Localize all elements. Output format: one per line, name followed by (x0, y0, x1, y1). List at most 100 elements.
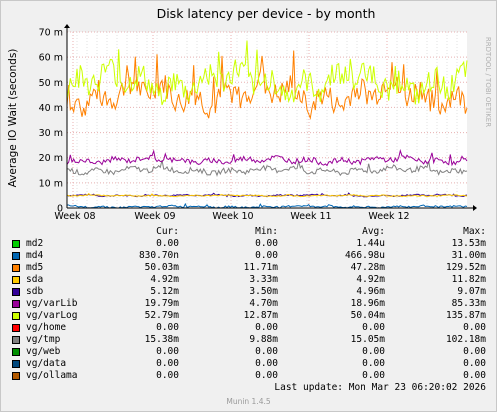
series-line-vg-tmp (66, 160, 468, 177)
legend-swatch (12, 288, 20, 296)
x-tick-label: Week 08 (54, 211, 95, 222)
legend-label: vg/varLog (26, 310, 78, 321)
legend-swatch (12, 372, 20, 380)
legend-label: vg/varLib (26, 298, 78, 309)
col-avg: Avg: (362, 226, 385, 237)
y-tick-label: 70 m (39, 28, 63, 39)
legend-min-value: 12.87m (243, 310, 278, 321)
legend-max-value: 0.00 (463, 322, 486, 333)
legend-row: md2 0.00 0.00 1.44u 13.53m (0, 238, 497, 250)
legend-cur-value: 5.12m (150, 286, 179, 297)
x-axis-arrow (473, 205, 477, 211)
col-max: Max: (463, 226, 486, 237)
legend-swatch (12, 336, 20, 344)
legend-row: vg/varLib 19.79m 4.70m 18.96m 85.33m (0, 298, 497, 310)
legend-min-value: 0.00 (255, 322, 278, 333)
legend-label: md5 (26, 262, 44, 273)
series-line-vg-varLib (66, 148, 468, 167)
legend-row: md4 830.70n 0.00 466.98u 31.00m (0, 250, 497, 262)
legend-swatch (12, 240, 20, 248)
x-tick-labels: Week 08 Week 09 Week 10 Week 11 Week 12 (54, 211, 409, 222)
legend-avg-value: 466.98u (344, 250, 385, 261)
axes (64, 24, 477, 211)
legend-min-value: 0.00 (255, 358, 278, 369)
legend-swatch (12, 324, 20, 332)
rrdtool-credit: RRDTOOL / TOBI OETIKER (484, 37, 492, 127)
legend-avg-value: 50.04m (350, 310, 385, 321)
munin-version: Munin 1.4.5 (226, 397, 271, 406)
legend-min-value: 4.70m (249, 298, 278, 309)
legend-avg-value: 15.05m (350, 334, 385, 345)
y-tick-label: 50 m (39, 78, 63, 89)
col-cur: Cur: (156, 226, 179, 237)
legend-swatch (12, 348, 20, 356)
legend-cur-value: 52.79m (144, 310, 179, 321)
legend-min-value: 0.00 (255, 370, 278, 381)
legend-max-value: 13.53m (451, 238, 486, 249)
legend-avg-value: 0.00 (362, 346, 385, 357)
y-tick-label: 0 (57, 204, 63, 215)
legend-max-value: 85.33m (451, 298, 486, 309)
legend-swatch (12, 252, 20, 260)
legend-max-value: 102.18m (445, 334, 486, 345)
legend-min-value: 0.00 (255, 250, 278, 261)
legend-label: md4 (26, 250, 44, 261)
legend-avg-value: 18.96m (350, 298, 385, 309)
legend-label: sda (26, 274, 44, 285)
legend-swatch (12, 360, 20, 368)
last-update: Last update: Mon Mar 23 06:20:02 2026 (274, 382, 486, 393)
y-tick-label: 60 m (39, 53, 63, 64)
legend-max-value: 11.82m (451, 274, 486, 285)
series-lines (66, 40, 468, 209)
y-tick-label: 20 m (39, 153, 63, 164)
legend-label: vg/tmp (26, 334, 61, 345)
legend-row: vg/tmp 15.38m 9.88m 15.05m 102.18m (0, 334, 497, 346)
series-line-md4 (67, 202, 468, 209)
x-tick-label: Week 12 (368, 211, 409, 222)
y-tick-label: 10 m (39, 178, 63, 189)
legend-label: vg/ollama (26, 370, 78, 381)
y-tick-label: 40 m (39, 103, 63, 114)
legend-avg-value: 4.92m (356, 274, 385, 285)
legend-label: vg/data (26, 358, 67, 369)
legend-swatch (12, 300, 20, 308)
legend-row: vg/ollama 0.00 0.00 0.00 0.00 (0, 370, 497, 382)
legend-row: vg/data 0.00 0.00 0.00 0.00 (0, 358, 497, 370)
legend-min-value: 11.71m (243, 262, 278, 273)
legend-row: sda 4.92m 3.33m 4.92m 11.82m (0, 274, 497, 286)
legend-cur-value: 50.03m (144, 262, 179, 273)
legend-avg-value: 0.00 (362, 370, 385, 381)
legend-min-value: 3.33m (249, 274, 278, 285)
legend-cur-value: 4.92m (150, 274, 179, 285)
legend-max-value: 0.00 (463, 370, 486, 381)
legend-row: vg/web 0.00 0.00 0.00 0.00 (0, 346, 497, 358)
legend-swatch (12, 264, 20, 272)
legend-cur-value: 15.38m (144, 334, 179, 345)
y-tick-label: 30 m (39, 128, 63, 139)
legend-min-value: 0.00 (255, 346, 278, 357)
legend-swatch (12, 312, 20, 320)
legend-cur-value: 0.00 (156, 322, 179, 333)
y-axis-label: Average IO Wait (seconds) (7, 49, 19, 188)
y-tick-labels: 0 10 m 20 m 30 m 40 m 50 m 60 m 70 m (39, 28, 63, 215)
legend-avg-value: 0.00 (362, 358, 385, 369)
legend-cur-value: 0.00 (156, 238, 179, 249)
legend-avg-value: 0.00 (362, 322, 385, 333)
legend-max-value: 129.52m (445, 262, 486, 273)
legend-min-value: 0.00 (255, 238, 278, 249)
legend-min-value: 3.50m (249, 286, 278, 297)
legend-row: md5 50.03m 11.71m 47.28m 129.52m (0, 262, 497, 274)
legend-label: md2 (26, 238, 44, 249)
legend-max-value: 0.00 (463, 358, 486, 369)
legend-cur-value: 830.70n (138, 250, 179, 261)
legend-max-value: 31.00m (451, 250, 486, 261)
y-axis-arrow (64, 24, 70, 28)
legend-max-value: 0.00 (463, 346, 486, 357)
legend-max-value: 135.87m (445, 310, 486, 321)
legend-header: Cur: Min: Avg: Max: (0, 226, 497, 238)
legend-row: vg/varLog 52.79m 12.87m 50.04m 135.87m (0, 310, 497, 322)
x-tick-label: Week 11 (290, 211, 331, 222)
legend-min-value: 9.88m (249, 334, 278, 345)
legend-label: vg/web (26, 346, 61, 357)
